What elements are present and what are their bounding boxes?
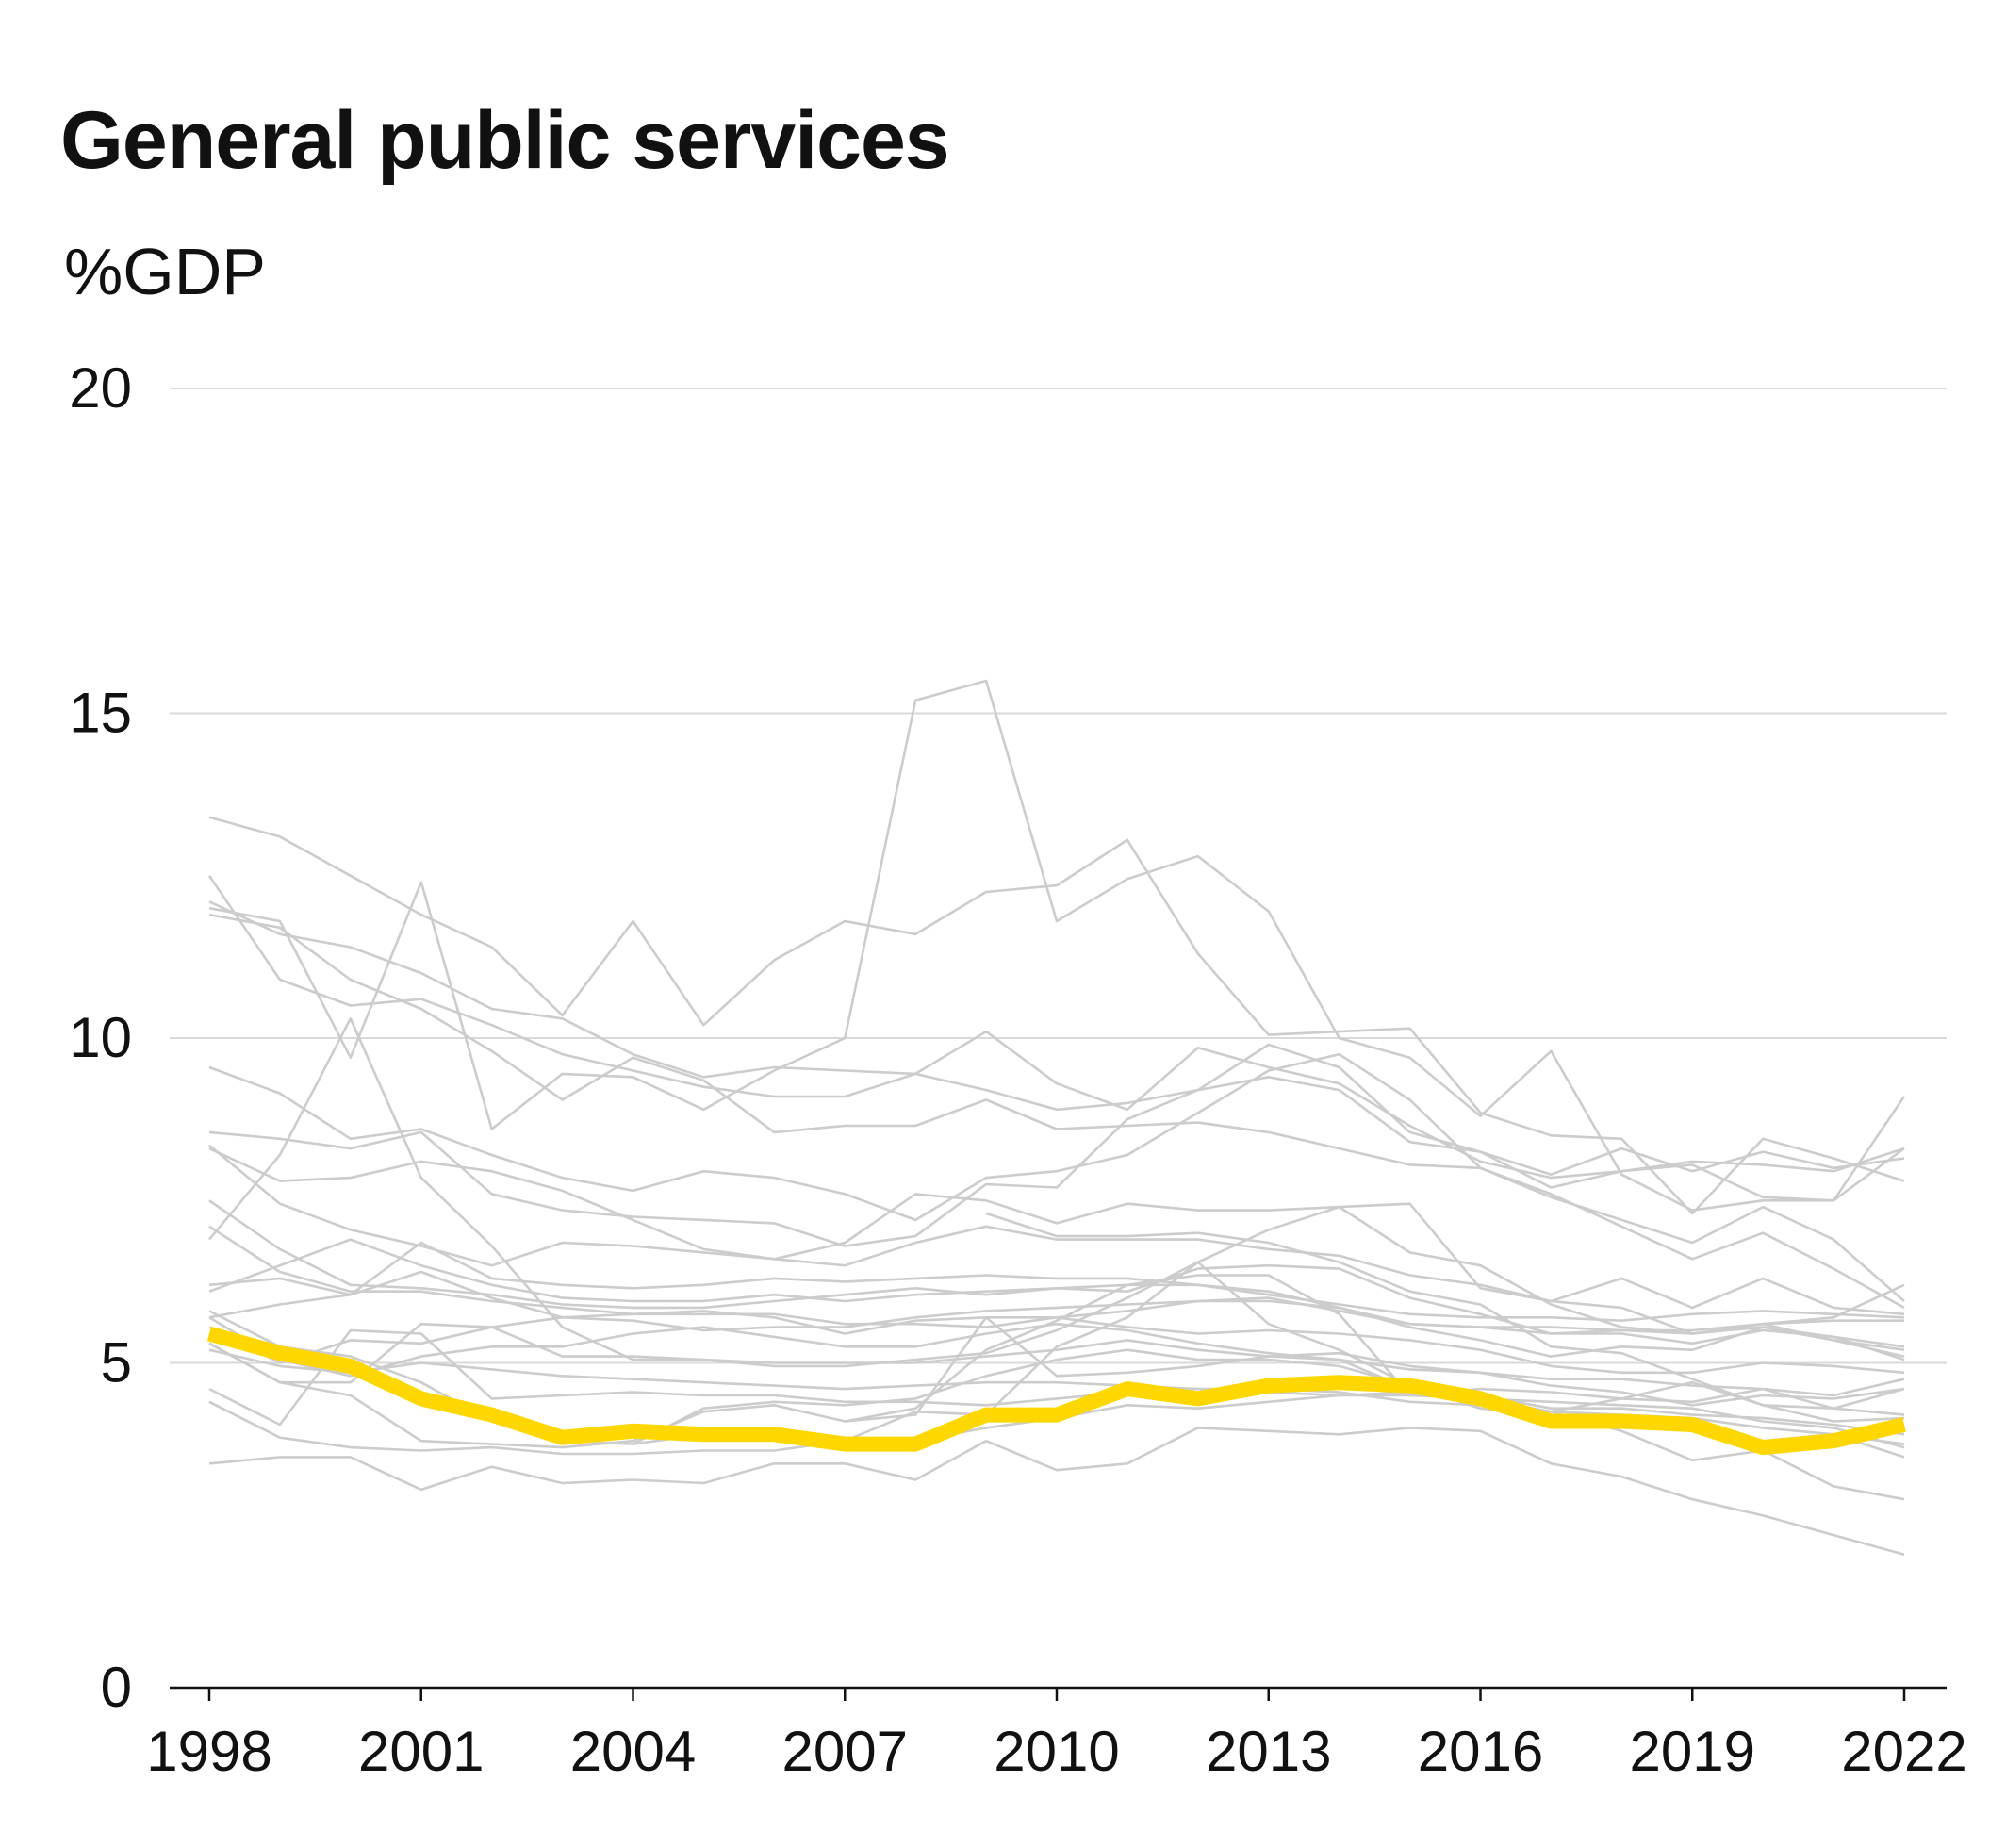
y-axis-tick-labels: 0 5 10 15 20 [69,356,132,1719]
gridlines [170,388,1947,1364]
comparison-series-line-5 [208,913,1905,1310]
comparison-series-line-24 [208,1427,1905,1557]
comparison-series-line-8 [208,1147,1905,1316]
comparison-series-line-1 [208,816,1905,1215]
x-tick-label-2016: 2016 [1418,1720,1543,1783]
comparison-series-line-12 [208,1238,1905,1322]
y-tick-label-5: 5 [101,1331,132,1394]
y-tick-label-20: 20 [69,356,132,420]
comparison-series-line-15 [208,1241,1905,1358]
y-tick-label-15: 15 [69,682,132,745]
x-axis [170,1686,1947,1701]
x-tick-label-2019: 2019 [1630,1720,1755,1783]
y-axis-unit-label: %GDP [64,235,266,308]
comparison-series-line-7 [208,1043,1905,1247]
x-tick-label-2004: 2004 [570,1720,696,1783]
x-tick-label-2010: 2010 [994,1720,1119,1783]
comparison-series-line-25 [845,1316,1905,1501]
comparison-series-line-26 [985,1212,1905,1416]
x-tick-label-1998: 1998 [146,1720,271,1783]
highlighted-series [206,1326,1906,1456]
comparison-series-line-14 [208,1017,1905,1368]
comparison-series-line-2 [208,679,1906,1212]
x-tick-label-2022: 2022 [1841,1720,1966,1783]
highlighted-series-line [206,1326,1906,1456]
y-tick-label-10: 10 [69,1006,132,1069]
comparison-series-line-9 [208,1144,1905,1358]
y-tick-label-0: 0 [101,1656,132,1719]
comparison-series-line-17 [208,1316,1905,1397]
x-tick-label-2013: 2013 [1206,1720,1331,1783]
comparison-series-line-13 [208,1270,1904,1335]
x-tick-label-2001: 2001 [358,1720,484,1783]
chart-title: General public services [60,95,950,186]
comparison-series-line-19 [208,1348,1905,1449]
comparison-series-line-23 [208,1274,1905,1449]
comparison-series-line-6 [208,1052,1905,1302]
x-tick-label-2007: 2007 [782,1720,908,1783]
comparison-series-line-18 [208,1322,1905,1407]
comparison-series-line-4 [208,900,1905,1176]
x-axis-tick-labels: 1998 2001 2004 2007 2010 2013 2016 2019 2022 [146,1720,1966,1783]
